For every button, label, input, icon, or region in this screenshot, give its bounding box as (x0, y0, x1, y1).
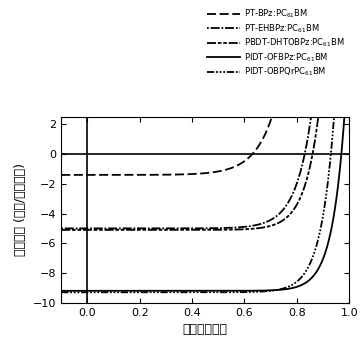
Legend: PT-BPz:PC$_{61}$BM, PT-EHBPz:PC$_{61}$BM, PBDT-DHTOBPz:PC$_{61}$BM, PIDT-OFBPz:P: PT-BPz:PC$_{61}$BM, PT-EHBPz:PC$_{61}$BM… (207, 8, 345, 78)
X-axis label: 电压（伏特）: 电压（伏特） (183, 323, 228, 336)
Y-axis label: 电流密度 (毫安/平方厘米): 电流密度 (毫安/平方厘米) (14, 163, 27, 256)
